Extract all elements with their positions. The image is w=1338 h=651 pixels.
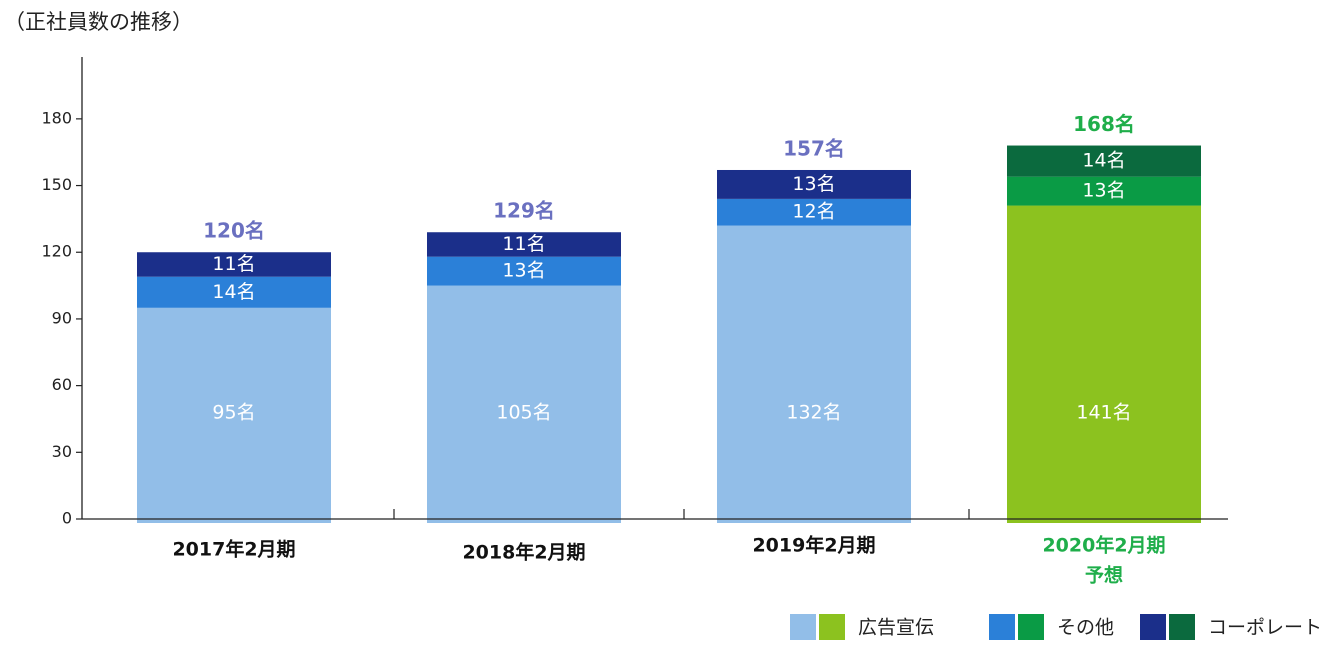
x-category-label: 2017年2月期 bbox=[172, 538, 295, 561]
legend-item: コーポレート bbox=[1140, 614, 1322, 640]
bars: 95名 14名 11名 120名 105名 13名 11名 129名 132名 12名 13名 157… bbox=[137, 112, 1201, 523]
segment-value-label: 11名 bbox=[502, 233, 545, 255]
segment-value-label: 14名 bbox=[1082, 150, 1125, 172]
bar-segment bbox=[717, 225, 911, 523]
total-label: 168名 bbox=[1073, 112, 1135, 136]
legend-item: その他 bbox=[989, 614, 1114, 640]
y-tick-label: 180 bbox=[41, 108, 72, 127]
legend-swatch-forecast bbox=[819, 614, 845, 640]
segment-value-label: 14名 bbox=[212, 281, 255, 303]
total-label: 157名 bbox=[783, 136, 845, 160]
segment-value-label: 13名 bbox=[792, 173, 835, 195]
y-tick-label: 150 bbox=[41, 175, 72, 194]
legend-label: その他 bbox=[1057, 617, 1114, 639]
x-category-label: 2019年2月期 bbox=[752, 534, 875, 557]
legend-swatch-forecast bbox=[1018, 614, 1044, 640]
segment-value-label: 132名 bbox=[786, 402, 841, 424]
segment-value-label: 105名 bbox=[496, 402, 551, 424]
segment-value-label: 12名 bbox=[792, 201, 835, 223]
segment-value-label: 13名 bbox=[1082, 180, 1125, 202]
bar-segment bbox=[427, 285, 621, 523]
bar-segment bbox=[137, 252, 331, 277]
bar-segment bbox=[717, 169, 911, 199]
y-axis: 0 30 60 90 120 150 180 bbox=[41, 57, 83, 528]
legend-label: コーポレート bbox=[1208, 617, 1322, 639]
y-tick-label: 90 bbox=[52, 308, 72, 327]
bar-segment bbox=[1007, 176, 1201, 206]
page-title: （正社員数の推移） bbox=[4, 10, 193, 34]
segment-value-label: 13名 bbox=[502, 260, 545, 282]
legend-item: 広告宣伝 bbox=[790, 614, 934, 640]
legend: 広告宣伝 その他 コーポレート bbox=[790, 614, 1322, 640]
legend-swatch bbox=[790, 614, 816, 640]
segment-value-label: 95名 bbox=[212, 402, 255, 424]
total-label: 129名 bbox=[493, 199, 555, 223]
y-tick-label: 30 bbox=[52, 442, 72, 461]
bar-segment bbox=[1007, 205, 1201, 523]
y-tick-label: 60 bbox=[52, 375, 72, 394]
bar-stack: 141名 13名 14名 168名 bbox=[1007, 112, 1201, 523]
bar-stack: 95名 14名 11名 120名 bbox=[137, 219, 331, 523]
bar-segment bbox=[427, 232, 621, 257]
legend-swatch-forecast bbox=[1169, 614, 1195, 640]
bar-segment bbox=[717, 198, 911, 226]
legend-swatch bbox=[989, 614, 1015, 640]
bar-stack: 105名 13名 11名 129名 bbox=[427, 199, 621, 523]
y-tick-label: 120 bbox=[41, 242, 72, 261]
legend-swatch bbox=[1140, 614, 1166, 640]
x-category-label: 2018年2月期 bbox=[462, 541, 585, 564]
total-label: 120名 bbox=[203, 219, 265, 243]
bar-segment bbox=[137, 307, 331, 523]
bar-segment bbox=[1007, 145, 1201, 177]
bar-segment bbox=[427, 256, 621, 286]
segment-value-label: 141名 bbox=[1076, 402, 1131, 424]
bar-segment bbox=[137, 276, 331, 308]
y-tick-label: 0 bbox=[62, 509, 72, 528]
segment-value-label: 11名 bbox=[212, 253, 255, 275]
x-category-label: 予想 bbox=[1085, 564, 1123, 587]
x-category-label: 2020年2月期 bbox=[1042, 534, 1165, 557]
bar-stack: 132名 12名 13名 157名 bbox=[717, 136, 911, 523]
legend-label: 広告宣伝 bbox=[858, 617, 934, 639]
